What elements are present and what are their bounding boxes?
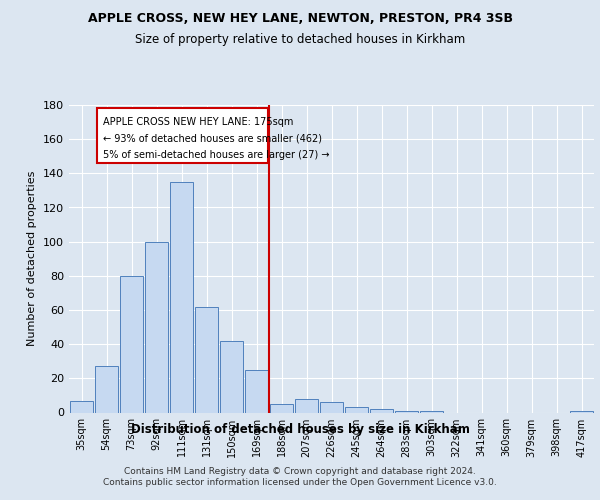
Bar — [419, 411, 443, 412]
Text: Size of property relative to detached houses in Kirkham: Size of property relative to detached ho… — [135, 32, 465, 46]
Bar — [245, 370, 268, 412]
Bar — [194, 306, 218, 412]
Text: Distribution of detached houses by size in Kirkham: Distribution of detached houses by size … — [131, 422, 469, 436]
Text: APPLE CROSS, NEW HEY LANE, NEWTON, PRESTON, PR4 3SB: APPLE CROSS, NEW HEY LANE, NEWTON, PREST… — [88, 12, 512, 26]
Bar — [145, 242, 169, 412]
Bar — [295, 399, 319, 412]
Bar — [395, 411, 418, 412]
Y-axis label: Number of detached properties: Number of detached properties — [28, 171, 37, 346]
Bar — [344, 408, 368, 412]
Bar — [269, 404, 293, 412]
Bar — [320, 402, 343, 412]
Bar — [119, 276, 143, 412]
Text: APPLE CROSS NEW HEY LANE: 175sqm: APPLE CROSS NEW HEY LANE: 175sqm — [103, 117, 293, 127]
Bar — [70, 400, 94, 412]
Bar — [220, 341, 244, 412]
Bar — [569, 411, 593, 412]
Bar — [370, 409, 394, 412]
FancyBboxPatch shape — [97, 108, 268, 163]
Text: Contains HM Land Registry data © Crown copyright and database right 2024.
Contai: Contains HM Land Registry data © Crown c… — [103, 468, 497, 487]
Text: 5% of semi-detached houses are larger (27) →: 5% of semi-detached houses are larger (2… — [103, 150, 329, 160]
Bar — [170, 182, 193, 412]
Bar — [95, 366, 118, 412]
Text: ← 93% of detached houses are smaller (462): ← 93% of detached houses are smaller (46… — [103, 134, 322, 143]
